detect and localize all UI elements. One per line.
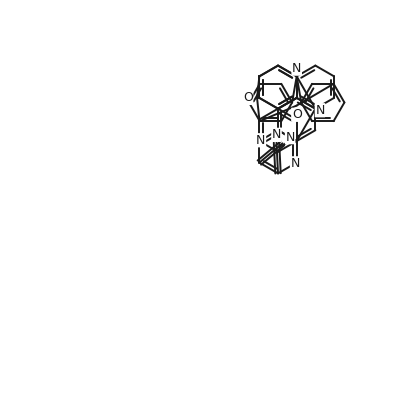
Text: N: N: [285, 131, 295, 144]
Text: N: N: [315, 104, 325, 117]
Text: O: O: [292, 108, 302, 121]
Text: N: N: [292, 62, 301, 75]
Text: O: O: [243, 92, 253, 104]
Text: N: N: [272, 128, 281, 141]
Text: N: N: [256, 134, 266, 147]
Text: N: N: [290, 157, 300, 170]
